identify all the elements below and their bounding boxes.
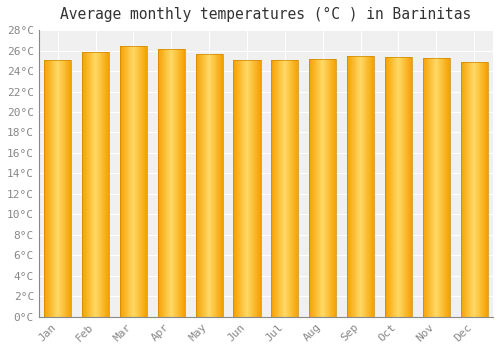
Bar xyxy=(385,57,412,317)
Bar xyxy=(234,60,260,317)
Title: Average monthly temperatures (°C ) in Barinitas: Average monthly temperatures (°C ) in Ba… xyxy=(60,7,472,22)
Bar xyxy=(309,59,336,317)
Bar xyxy=(271,60,298,317)
Bar xyxy=(120,47,147,317)
Bar xyxy=(422,58,450,317)
Bar xyxy=(347,56,374,317)
Bar xyxy=(158,49,185,317)
Bar xyxy=(82,51,109,317)
Bar xyxy=(460,62,488,317)
Bar xyxy=(196,54,223,317)
Bar xyxy=(44,60,72,317)
